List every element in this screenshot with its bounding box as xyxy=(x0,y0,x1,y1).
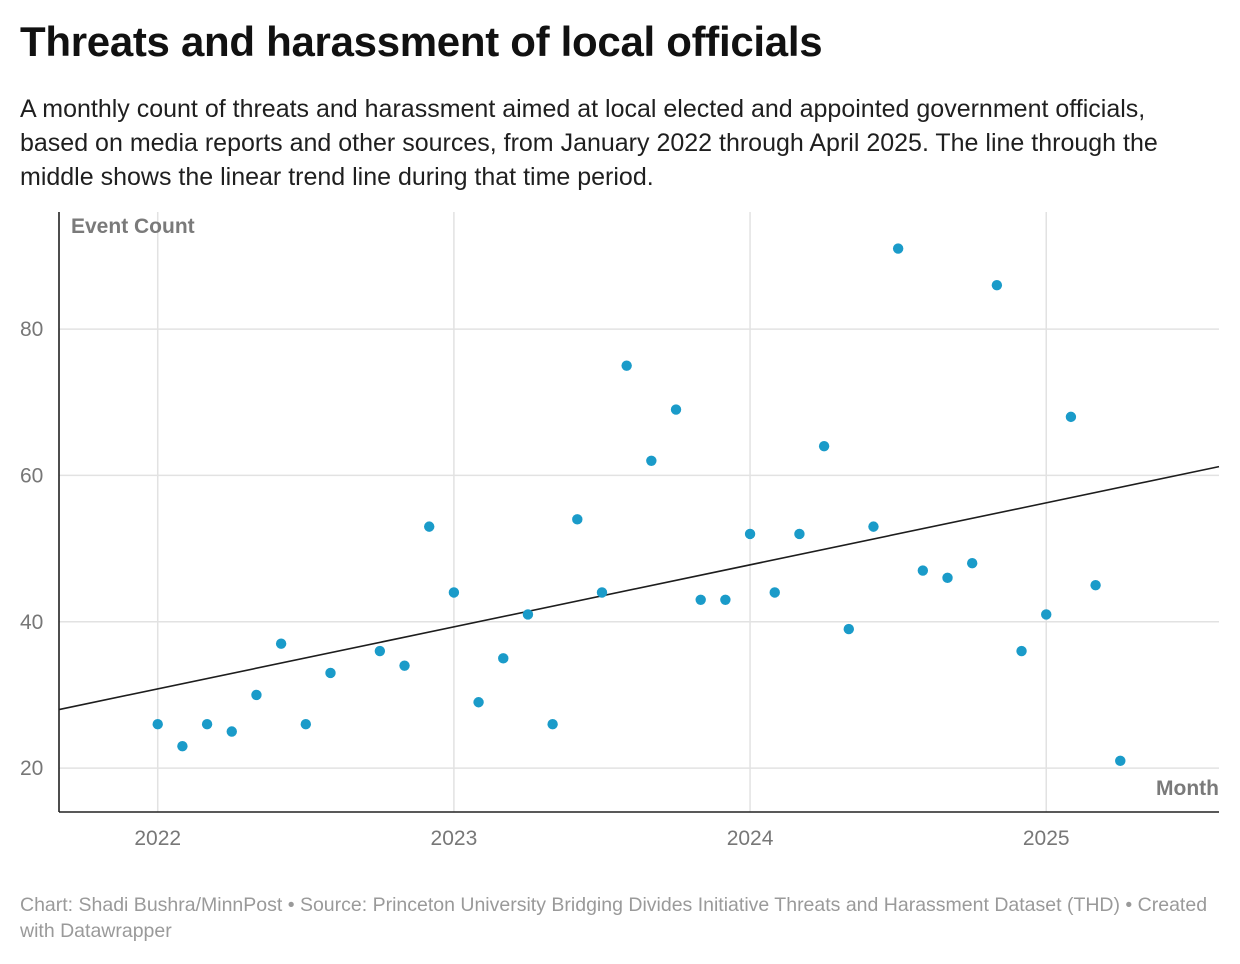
y-tick-label: 60 xyxy=(20,464,43,487)
scatter-chart: 20 40 60 80 2022 2023 2024 2025 Event Count Month xyxy=(20,212,1220,850)
data-point xyxy=(942,572,953,584)
y-tick-label: 40 xyxy=(20,611,43,634)
data-point xyxy=(843,623,854,635)
data-point xyxy=(1065,411,1077,423)
data-point xyxy=(892,243,904,254)
data-point xyxy=(744,528,756,540)
data-point xyxy=(399,660,410,671)
data-point xyxy=(794,528,805,540)
x-tick-label: 2022 xyxy=(134,827,181,850)
data-point xyxy=(1041,609,1052,620)
data-point xyxy=(275,638,287,649)
chart-title: Threats and harassment of local official… xyxy=(20,18,823,65)
data-point xyxy=(498,653,509,664)
data-point xyxy=(448,587,460,598)
data-point xyxy=(1115,755,1126,766)
data-point xyxy=(621,360,632,371)
data-point xyxy=(966,558,978,569)
data-point xyxy=(473,697,484,708)
data-point xyxy=(1016,645,1027,657)
data-point xyxy=(917,565,929,576)
chart-subtitle: A monthly count of threats and harassmen… xyxy=(20,95,1158,191)
data-point xyxy=(374,645,386,657)
data-point xyxy=(251,689,262,701)
data-point xyxy=(991,279,1003,291)
x-tick-label: 2025 xyxy=(1023,827,1070,850)
data-point xyxy=(695,594,706,606)
data-point xyxy=(201,718,213,730)
data-point xyxy=(868,521,879,532)
data-point xyxy=(152,718,163,730)
data-point xyxy=(670,404,682,415)
data-point xyxy=(522,609,534,620)
data-point xyxy=(325,667,336,679)
y-axis-title: Event Count xyxy=(71,215,195,238)
data-point xyxy=(818,440,830,452)
y-tick-label: 20 xyxy=(20,757,43,780)
x-axis-title: Month xyxy=(1156,777,1219,800)
data-point xyxy=(572,514,583,525)
data-point xyxy=(177,740,188,752)
data-point xyxy=(424,521,435,532)
data-point xyxy=(1090,579,1101,591)
x-tick-label: 2024 xyxy=(727,827,774,850)
data-point xyxy=(720,594,731,606)
data-point xyxy=(547,718,558,730)
data-point xyxy=(226,726,237,737)
trend-line xyxy=(58,465,1220,711)
data-point xyxy=(596,587,608,598)
data-point xyxy=(769,587,780,598)
chart-footer: Chart: Shadi Bushra/MinnPost • Source: P… xyxy=(20,894,1208,942)
y-tick-label: 80 xyxy=(20,318,43,341)
data-point xyxy=(300,718,312,730)
x-tick-label: 2023 xyxy=(431,827,478,850)
data-point xyxy=(646,455,657,466)
